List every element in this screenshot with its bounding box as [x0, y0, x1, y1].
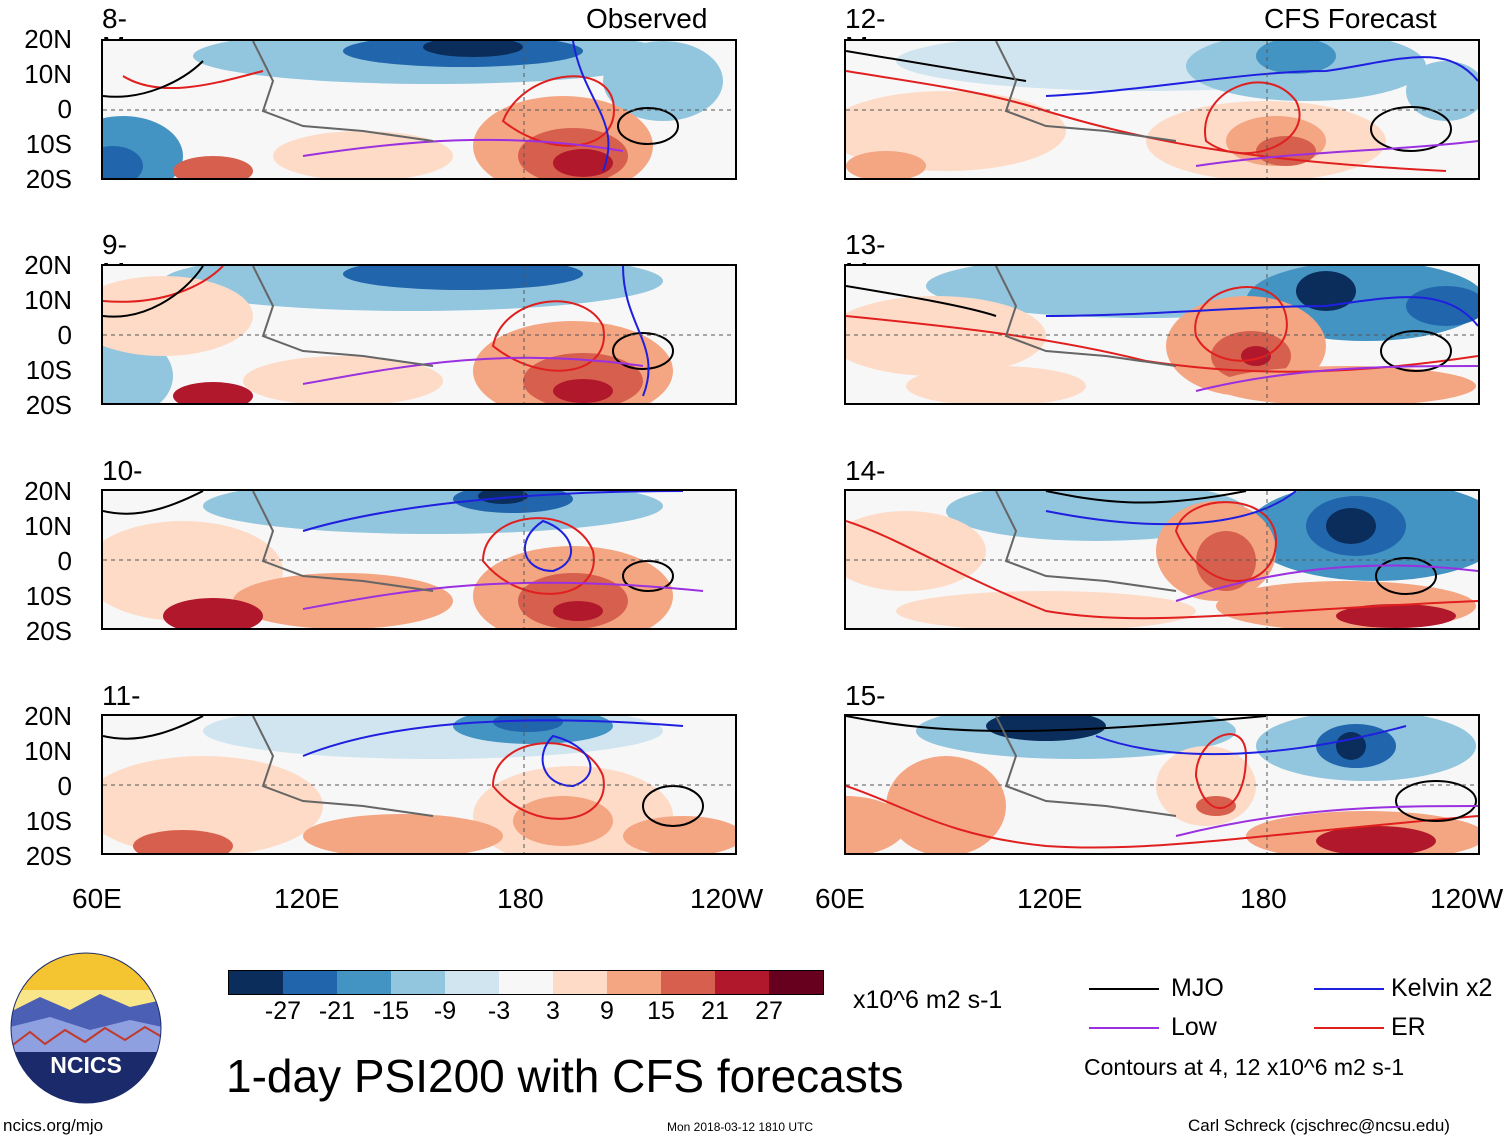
lat-tick: 10S: [25, 355, 72, 385]
lat-tick: 20S: [25, 164, 72, 194]
lon-tick: 60E: [72, 883, 122, 914]
legend-line-mjo: [1089, 988, 1159, 990]
legend-label-er: ER: [1391, 1013, 1426, 1041]
ncics-logo: NCICS: [10, 952, 162, 1104]
colorbar-swatch: [391, 971, 445, 994]
lat-tick: 0: [57, 546, 72, 576]
colorbar-swatch: [283, 971, 337, 994]
lat-tick: 20N: [24, 701, 72, 731]
legend-label-kelvin: Kelvin x2: [1391, 974, 1493, 1002]
legend-line-er: [1314, 1027, 1384, 1029]
map-field: [101, 714, 737, 855]
lon-tick: 180: [1240, 883, 1287, 914]
lat-tick: 10N: [24, 511, 72, 541]
colorbar-units: x10^6 m2 s-1: [853, 986, 1003, 1014]
map-field: [844, 39, 1480, 180]
colorbar-swatch: [229, 971, 283, 994]
lon-tick: 120W: [1430, 883, 1504, 914]
lon-tick: 120E: [1017, 883, 1083, 914]
colorbar-swatch: [337, 971, 391, 994]
site-link[interactable]: ncics.org/mjo: [3, 1116, 104, 1135]
lat-tick: 20S: [25, 390, 72, 420]
lat-tick: 0: [57, 771, 72, 801]
colorbar-tick-label: -9: [433, 997, 457, 1025]
lat-tick: 10S: [25, 806, 72, 836]
colorbar-tick-label: -15: [372, 997, 410, 1025]
map-field: [101, 264, 737, 405]
observed-label: Observed: [586, 3, 708, 34]
lon-tick: 120W: [690, 883, 764, 914]
legend-label-low: Low: [1171, 1013, 1217, 1041]
map-field: [101, 489, 737, 630]
legend-label-mjo: MJO: [1171, 974, 1224, 1002]
lon-tick: 180: [497, 883, 544, 914]
contour-note: Contours at 4, 12 x10^6 m2 s-1: [1084, 1054, 1405, 1080]
lat-tick: 0: [57, 320, 72, 350]
colorbar-swatch: [553, 971, 607, 994]
lat-tick: 20N: [24, 250, 72, 280]
lat-tick: 0: [57, 94, 72, 124]
lon-tick: 120E: [274, 883, 340, 914]
colorbar-tick-label: -27: [264, 997, 302, 1025]
colorbar-tick-label: -21: [318, 997, 356, 1025]
author-credit: Carl Schreck (cjschrec@ncsu.edu): [1188, 1116, 1450, 1135]
colorbar-tick-label: 15: [647, 997, 675, 1025]
lat-tick: 20N: [24, 24, 72, 54]
lat-tick: 20S: [25, 616, 72, 646]
colorbar: [228, 970, 824, 995]
map-field: [101, 39, 737, 180]
colorbar-swatch: [445, 971, 499, 994]
colorbar-tick-label: 3: [546, 997, 560, 1025]
colorbar-tick-label: -3: [487, 997, 511, 1025]
colorbar-tick-label: 9: [600, 997, 614, 1025]
lat-tick: 10N: [24, 285, 72, 315]
colorbar-swatch: [769, 971, 823, 994]
lat-tick: 10N: [24, 59, 72, 89]
timestamp: Mon 2018-03-12 1810 UTC: [667, 1120, 814, 1134]
colorbar-tick-label: 21: [701, 997, 729, 1025]
map-field: [844, 489, 1480, 630]
lat-tick: 10N: [24, 736, 72, 766]
legend-line-kelvin: [1314, 988, 1384, 990]
colorbar-swatch: [715, 971, 769, 994]
colorbar-swatch: [499, 971, 553, 994]
figure-title: 1-day PSI200 with CFS forecasts: [226, 1050, 904, 1102]
lon-tick: 60E: [815, 883, 865, 914]
cfs-forecast-label: CFS Forecast: [1264, 3, 1437, 34]
legend-line-low: [1089, 1027, 1159, 1029]
map-field: [844, 714, 1480, 855]
lat-tick: 20S: [25, 841, 72, 871]
colorbar-swatch: [607, 971, 661, 994]
ncics-logo-text: NCICS: [50, 1052, 122, 1078]
lat-tick: 10S: [25, 581, 72, 611]
lat-tick: 10S: [25, 129, 72, 159]
colorbar-tick-label: 27: [755, 997, 783, 1025]
colorbar-swatch: [661, 971, 715, 994]
lat-tick: 20N: [24, 476, 72, 506]
map-field: [844, 264, 1480, 405]
